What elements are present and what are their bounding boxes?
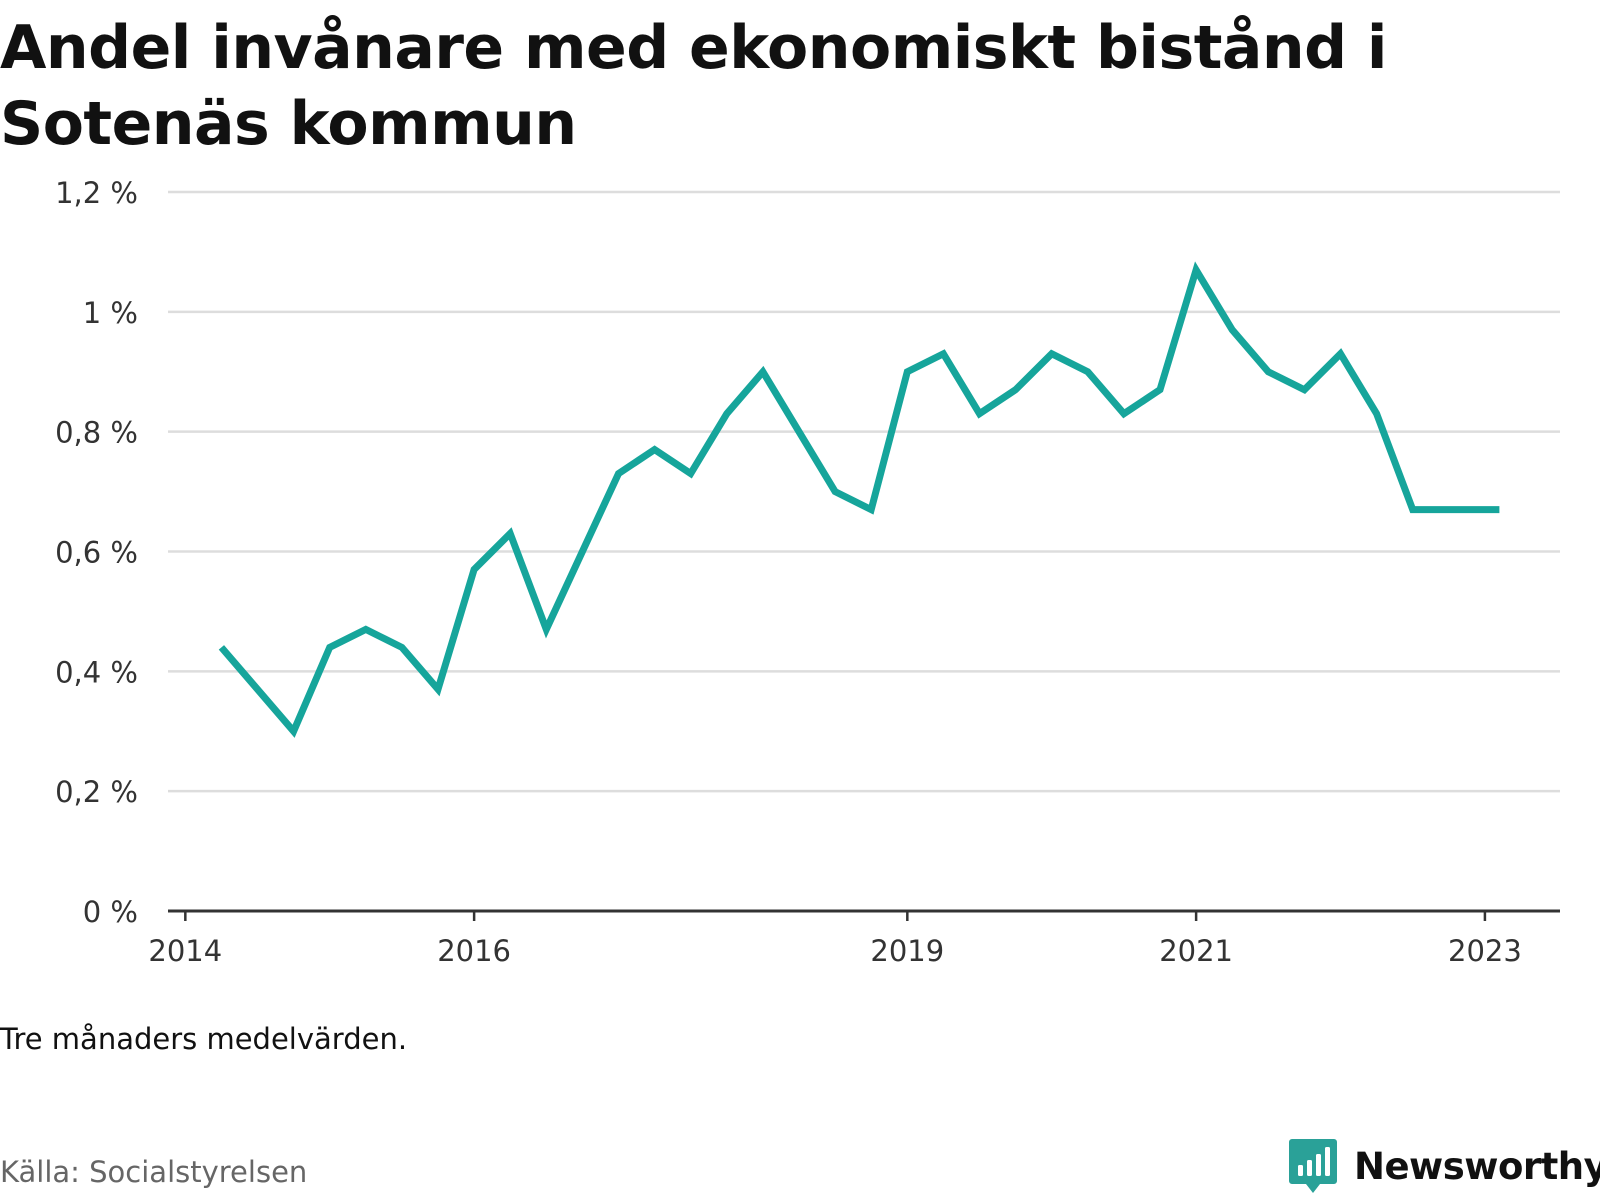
data-point xyxy=(615,470,623,478)
data-point xyxy=(831,488,839,496)
y-tick-label: 0 % xyxy=(83,895,138,929)
data-point xyxy=(723,410,731,418)
x-tick-label: 2021 xyxy=(1159,934,1233,968)
data-point xyxy=(290,727,298,735)
data-point xyxy=(1337,350,1345,358)
data-point xyxy=(1084,368,1092,376)
data-point xyxy=(1373,410,1381,418)
data-point xyxy=(542,625,550,633)
x-tick-label: 2019 xyxy=(870,934,944,968)
data-point xyxy=(759,368,767,376)
data-point xyxy=(976,410,984,418)
data-point xyxy=(1264,368,1272,376)
data-point xyxy=(1120,410,1128,418)
data-point xyxy=(362,625,370,633)
data-point xyxy=(470,566,478,574)
data-point xyxy=(1495,506,1503,514)
brand-logo: Newsworthy xyxy=(1288,1137,1600,1195)
gridlines xyxy=(168,190,1560,793)
data-point xyxy=(578,548,586,556)
brand-name: Newsworthy xyxy=(1354,1144,1600,1188)
data-point xyxy=(651,446,659,454)
data-point xyxy=(1012,386,1020,394)
data-point xyxy=(939,350,947,358)
y-tick-label: 1,2 % xyxy=(55,176,138,210)
newsworthy-logo-icon xyxy=(1289,1139,1337,1193)
data-point xyxy=(795,428,803,436)
series-layer xyxy=(217,261,1503,738)
data-point xyxy=(434,685,442,693)
data-point xyxy=(254,685,262,693)
x-tick-label: 2014 xyxy=(148,934,222,968)
source-text: Källa: Socialstyrelsen xyxy=(0,1155,308,1189)
data-point xyxy=(1228,326,1236,334)
data-point xyxy=(1481,506,1489,514)
y-tick-label: 1 % xyxy=(83,296,138,330)
data-point xyxy=(687,470,695,478)
y-axis-ticks: 0 % 0,2 % 0,4 % 0,6 % 0,8 % 1 % 1,2 % xyxy=(55,176,138,929)
data-point xyxy=(1048,350,1056,358)
data-point xyxy=(217,643,225,651)
x-tick-label: 2016 xyxy=(437,934,511,968)
chart-title: Andel invånare med ekonomiskt bistånd i … xyxy=(0,13,1387,159)
series-line-0 xyxy=(218,261,1500,738)
data-point xyxy=(1300,386,1308,394)
x-tick-label: 2023 xyxy=(1448,934,1522,968)
data-point xyxy=(1156,386,1164,394)
y-tick-label: 0,8 % xyxy=(55,416,138,450)
y-tick-label: 0,4 % xyxy=(55,655,138,689)
data-point xyxy=(1409,506,1417,514)
data-point xyxy=(326,643,334,651)
data-point xyxy=(903,368,911,376)
data-point xyxy=(398,643,406,651)
data-point xyxy=(1445,506,1453,514)
y-tick-label: 0,2 % xyxy=(55,775,138,809)
x-axis: 2014 2016 2019 2021 2023 xyxy=(148,909,1560,968)
data-point xyxy=(506,530,514,538)
data-point xyxy=(1192,266,1200,274)
chart-note: Tre månaders medelvärden. xyxy=(0,1022,408,1056)
y-tick-label: 0,6 % xyxy=(55,536,138,570)
data-point xyxy=(867,506,875,514)
